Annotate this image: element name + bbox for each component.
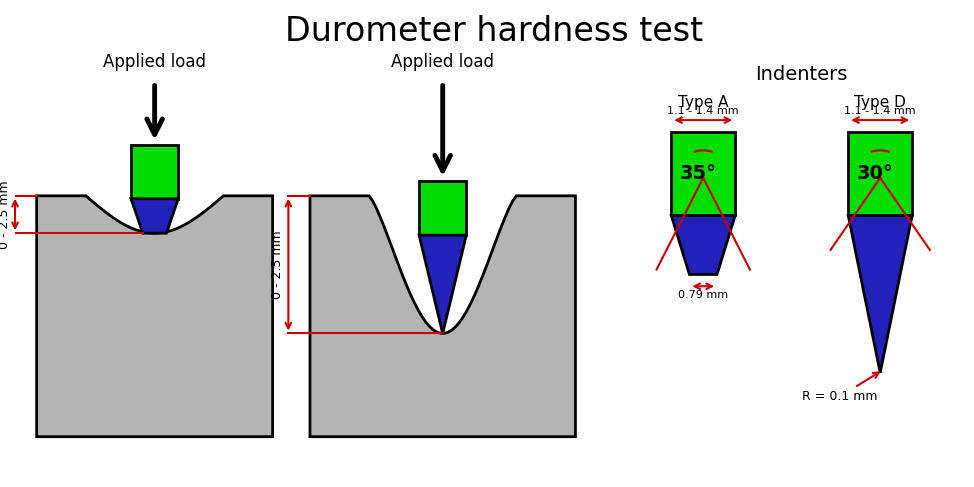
Text: 0 - 2.5 mm: 0 - 2.5 mm <box>272 230 284 299</box>
Polygon shape <box>131 199 178 233</box>
Text: Durometer hardness test: Durometer hardness test <box>284 15 703 48</box>
Text: 0 - 2.5 mm: 0 - 2.5 mm <box>0 180 11 249</box>
Polygon shape <box>671 215 735 275</box>
Text: Applied load: Applied load <box>103 53 206 71</box>
Bar <box>671 132 735 215</box>
Polygon shape <box>848 215 912 373</box>
Text: 30°: 30° <box>857 164 894 183</box>
Bar <box>419 181 467 235</box>
Text: Applied load: Applied load <box>392 53 494 71</box>
Text: Type D: Type D <box>854 95 906 110</box>
Polygon shape <box>310 196 576 437</box>
Polygon shape <box>37 196 273 437</box>
Text: 0.79 mm: 0.79 mm <box>678 290 729 300</box>
Bar <box>848 132 912 215</box>
Bar <box>131 145 178 199</box>
Text: 1.1 - 1.4 mm: 1.1 - 1.4 mm <box>667 106 739 116</box>
Text: 1.1 - 1.4 mm: 1.1 - 1.4 mm <box>844 106 916 116</box>
Text: Indenters: Indenters <box>756 65 847 84</box>
Text: Type A: Type A <box>678 95 729 110</box>
Text: R = 0.1 mm: R = 0.1 mm <box>802 373 879 403</box>
Polygon shape <box>419 235 467 334</box>
Text: 35°: 35° <box>680 164 717 183</box>
